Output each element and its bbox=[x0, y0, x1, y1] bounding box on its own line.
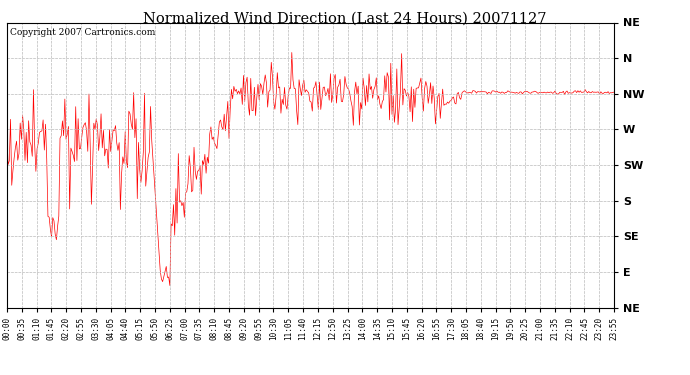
Text: Copyright 2007 Cartronics.com: Copyright 2007 Cartronics.com bbox=[10, 28, 155, 37]
Text: Normalized Wind Direction (Last 24 Hours) 20071127: Normalized Wind Direction (Last 24 Hours… bbox=[144, 11, 546, 25]
